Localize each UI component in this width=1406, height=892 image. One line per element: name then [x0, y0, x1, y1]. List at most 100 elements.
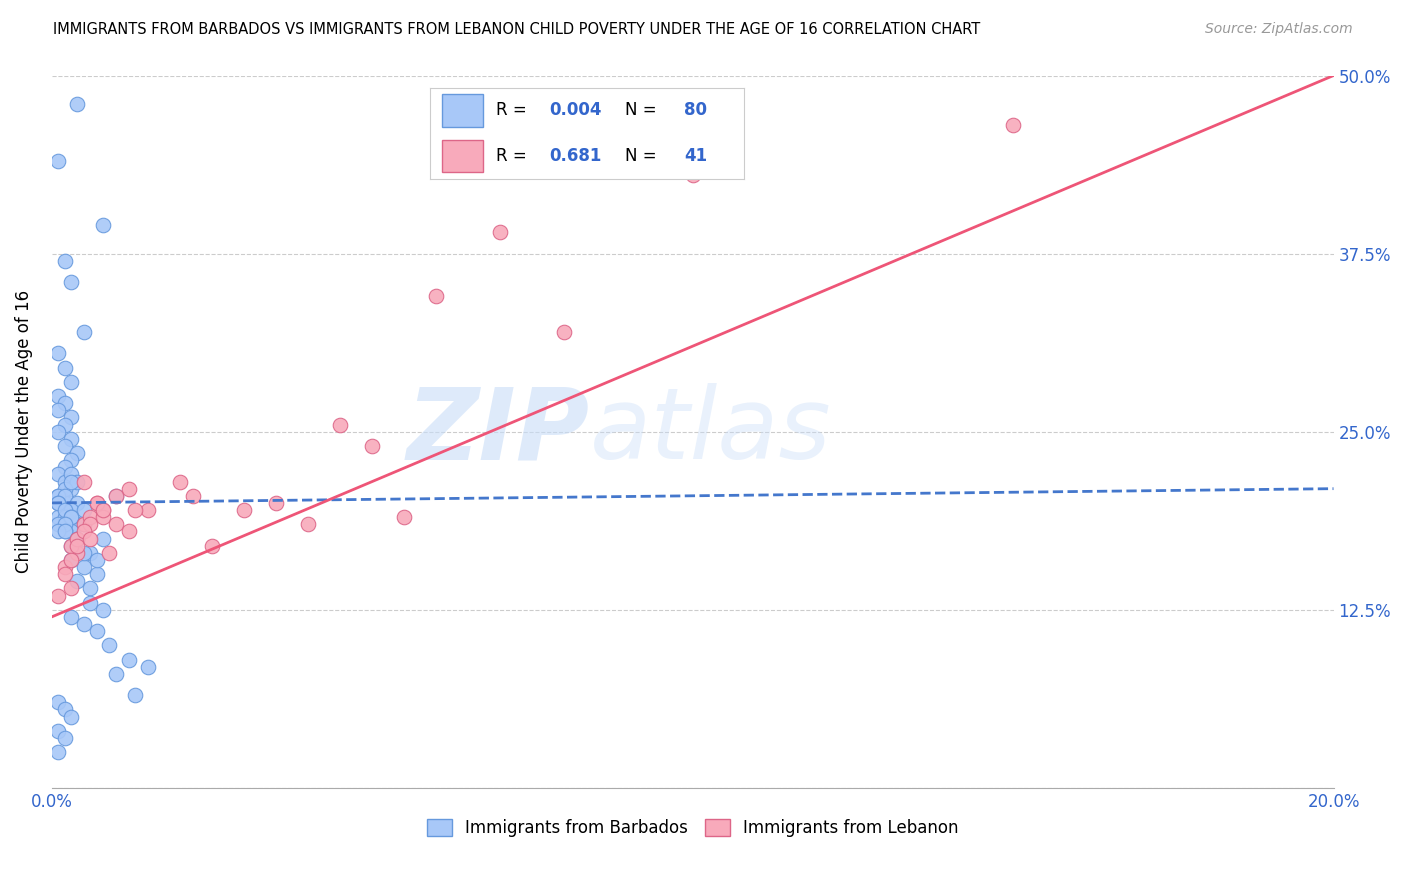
Point [91, 603, 114, 617]
Text: ZIP: ZIP [408, 384, 591, 480]
Point [53, 524, 76, 539]
Point [329, 417, 352, 432]
Point [124, 688, 146, 702]
Point [53, 360, 76, 375]
Point [59, 375, 82, 389]
Point [73, 560, 96, 574]
Point [59, 510, 82, 524]
Point [46, 403, 69, 417]
Point [118, 652, 141, 666]
Point [53, 396, 76, 410]
Y-axis label: Child Poverty Under the Age of 16: Child Poverty Under the Age of 16 [15, 290, 32, 574]
Point [98, 639, 121, 653]
Point [53, 253, 76, 268]
Point [53, 482, 76, 496]
Point [86, 496, 108, 510]
Point [46, 524, 69, 539]
Point [73, 617, 96, 632]
Point [169, 475, 191, 489]
Point [136, 503, 159, 517]
Point [361, 439, 384, 453]
Point [73, 503, 96, 517]
Point [53, 489, 76, 503]
Point [53, 439, 76, 453]
Point [53, 503, 76, 517]
Point [53, 702, 76, 716]
Point [79, 546, 101, 560]
Point [66, 546, 89, 560]
Point [59, 582, 82, 596]
Point [53, 567, 76, 582]
Point [59, 275, 82, 289]
Point [53, 517, 76, 532]
Point [59, 503, 82, 517]
Point [59, 432, 82, 446]
Point [59, 709, 82, 723]
Text: Source: ZipAtlas.com: Source: ZipAtlas.com [1205, 22, 1353, 37]
Point [46, 496, 69, 510]
Point [46, 467, 69, 482]
Point [53, 475, 76, 489]
Point [53, 503, 76, 517]
Point [98, 546, 121, 560]
Point [59, 539, 82, 553]
Point [682, 168, 704, 182]
Point [46, 489, 69, 503]
Point [46, 425, 69, 439]
Point [425, 289, 447, 303]
Point [91, 503, 114, 517]
Point [59, 503, 82, 517]
Point [59, 539, 82, 553]
Point [66, 97, 89, 112]
Point [124, 503, 146, 517]
Point [59, 610, 82, 624]
Point [394, 510, 416, 524]
Point [53, 731, 76, 745]
Point [73, 524, 96, 539]
Point [59, 553, 82, 567]
Point [53, 460, 76, 475]
Point [79, 532, 101, 546]
Point [297, 517, 319, 532]
Point [66, 539, 89, 553]
Point [104, 666, 127, 681]
Point [91, 218, 114, 232]
Point [73, 325, 96, 339]
Point [73, 517, 96, 532]
Point [46, 489, 69, 503]
Point [86, 553, 108, 567]
Point [59, 510, 82, 524]
Point [46, 695, 69, 709]
Point [1002, 119, 1025, 133]
Point [59, 553, 82, 567]
Point [46, 510, 69, 524]
Point [264, 496, 287, 510]
Point [59, 467, 82, 482]
Point [73, 517, 96, 532]
Point [201, 539, 224, 553]
Point [53, 560, 76, 574]
Point [553, 325, 575, 339]
Point [73, 546, 96, 560]
Point [73, 475, 96, 489]
Point [66, 475, 89, 489]
Point [136, 659, 159, 673]
Point [104, 489, 127, 503]
Point [91, 503, 114, 517]
Point [66, 574, 89, 589]
Point [66, 532, 89, 546]
Point [53, 417, 76, 432]
Point [46, 745, 69, 759]
Point [66, 532, 89, 546]
Point [59, 482, 82, 496]
Point [79, 596, 101, 610]
Point [46, 389, 69, 403]
Point [104, 489, 127, 503]
Point [91, 510, 114, 524]
Legend: Immigrants from Barbados, Immigrants from Lebanon: Immigrants from Barbados, Immigrants fro… [420, 812, 965, 844]
Point [59, 475, 82, 489]
Point [53, 510, 76, 524]
Point [46, 517, 69, 532]
Point [66, 532, 89, 546]
Point [79, 517, 101, 532]
